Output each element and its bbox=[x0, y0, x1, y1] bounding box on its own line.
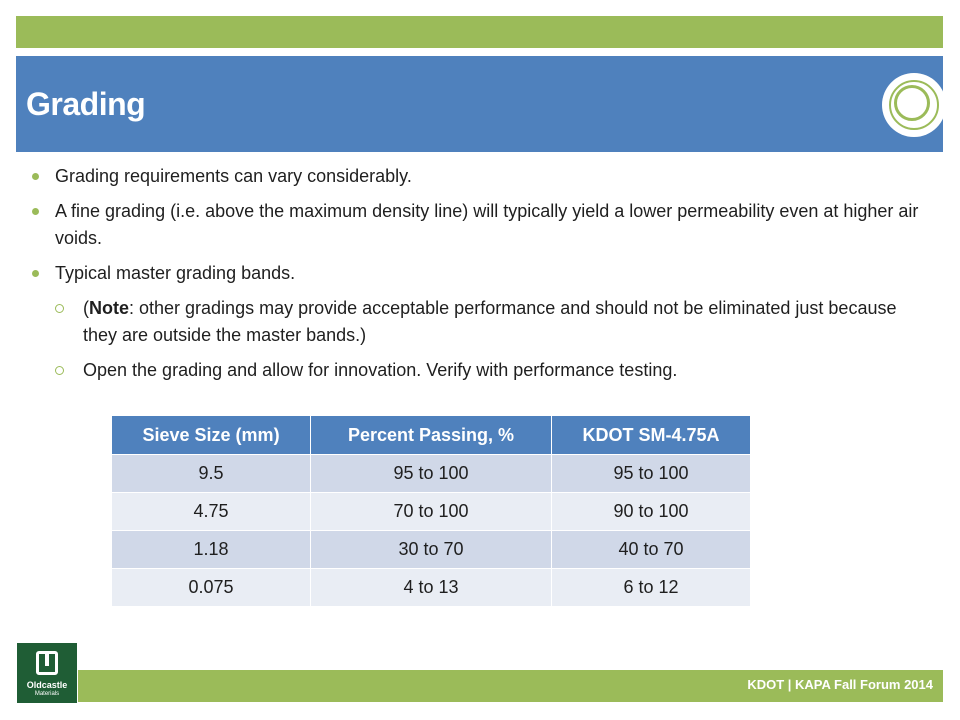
bullet-text: A fine grading (i.e. above the maximum d… bbox=[55, 201, 919, 248]
table-cell: 1.18 bbox=[110, 530, 312, 569]
table-cell: 40 to 70 bbox=[550, 530, 752, 569]
footer-bar: KDOT | KAPA Fall Forum 2014 bbox=[16, 670, 943, 702]
table-row: 0.075 4 to 13 6 to 12 bbox=[110, 568, 752, 607]
table-cell: 70 to 100 bbox=[310, 492, 552, 531]
table-cell: 95 to 100 bbox=[550, 454, 752, 493]
header-cell-passing: Percent Passing, % bbox=[310, 415, 552, 455]
table-header-row: Sieve Size (mm) Percent Passing, % KDOT … bbox=[110, 415, 752, 455]
circle-ring-icon bbox=[882, 73, 946, 137]
table-row: 9.5 95 to 100 95 to 100 bbox=[110, 454, 752, 493]
brand-name: Oldcastle bbox=[26, 680, 68, 690]
table-cell: 0.075 bbox=[110, 568, 312, 607]
bullet-list: Grading requirements can vary considerab… bbox=[30, 163, 920, 392]
oldcastle-mark-icon bbox=[36, 651, 58, 675]
bullet-text: Typical master grading bands. bbox=[55, 263, 296, 283]
header-cell-kdot: KDOT SM-4.75A bbox=[550, 415, 752, 455]
note-text: : other gradings may provide acceptable … bbox=[83, 298, 897, 345]
table-row: 4.75 70 to 100 90 to 100 bbox=[110, 492, 752, 531]
note-label: Note bbox=[89, 298, 129, 318]
bullet-dot-icon bbox=[32, 270, 39, 277]
oldcastle-logo: Oldcastle Materials bbox=[16, 642, 78, 704]
table-cell: 4 to 13 bbox=[310, 568, 552, 607]
title-banner: Grading bbox=[16, 56, 946, 152]
bullet-ring-icon bbox=[55, 366, 64, 375]
footer-text: KDOT | KAPA Fall Forum 2014 bbox=[747, 677, 933, 692]
bullet-dot-icon bbox=[32, 173, 39, 180]
top-accent-bar bbox=[16, 16, 943, 48]
inner-ring bbox=[894, 85, 930, 121]
bullet-ring-icon bbox=[55, 304, 64, 313]
table-cell: 4.75 bbox=[110, 492, 312, 531]
sub-bullet-item: (Note: other gradings may provide accept… bbox=[30, 295, 920, 349]
grading-table: Sieve Size (mm) Percent Passing, % KDOT … bbox=[110, 415, 752, 607]
slide-title: Grading bbox=[26, 86, 146, 122]
table-cell: 90 to 100 bbox=[550, 492, 752, 531]
bullet-dot-icon bbox=[32, 208, 39, 215]
table-cell: 95 to 100 bbox=[310, 454, 552, 493]
table-cell: 6 to 12 bbox=[550, 568, 752, 607]
table-row: 1.18 30 to 70 40 to 70 bbox=[110, 530, 752, 569]
sub-bullet-item: Open the grading and allow for innovatio… bbox=[30, 357, 920, 384]
bullet-item: A fine grading (i.e. above the maximum d… bbox=[30, 198, 920, 252]
bullet-text: Grading requirements can vary considerab… bbox=[55, 166, 412, 186]
brand-subtitle: Materials bbox=[34, 691, 60, 697]
table-cell: 9.5 bbox=[110, 454, 312, 493]
table-cell: 30 to 70 bbox=[310, 530, 552, 569]
bullet-item: Grading requirements can vary considerab… bbox=[30, 163, 920, 190]
header-cell-sieve: Sieve Size (mm) bbox=[110, 415, 312, 455]
bullet-item: Typical master grading bands. bbox=[30, 260, 920, 287]
sub-bullet-text: Open the grading and allow for innovatio… bbox=[83, 360, 678, 380]
note-open-paren: ( bbox=[83, 298, 89, 318]
